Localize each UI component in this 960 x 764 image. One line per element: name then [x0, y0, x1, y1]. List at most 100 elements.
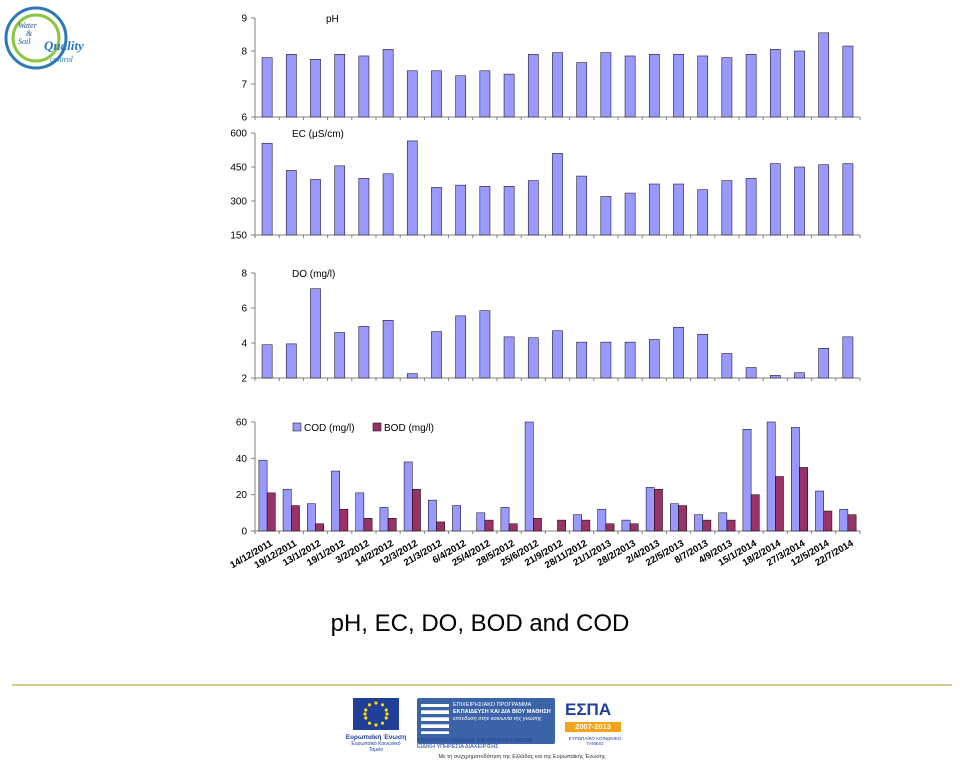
- bar-bod: [775, 476, 784, 532]
- bar-cod: [282, 488, 292, 532]
- eu-label: Ευρωπαϊκή Ένωση Ευρωπαϊκό Κοινωνικό Ταμε…: [345, 734, 407, 753]
- bar: [624, 55, 636, 118]
- bar: [794, 50, 805, 118]
- y-tick-label: 40: [236, 454, 248, 465]
- bar-cod: [307, 503, 316, 532]
- bar: [818, 348, 830, 379]
- bar-bod: [387, 518, 397, 532]
- bar: [431, 331, 442, 379]
- bar-bod: [436, 521, 445, 532]
- eu-flag-icon: [353, 698, 399, 730]
- bar: [310, 59, 321, 118]
- page-title: pH, EC, DO, BOD and COD: [330, 610, 630, 637]
- bar-cod: [403, 461, 413, 532]
- bar: [261, 344, 273, 379]
- bar: [552, 330, 563, 379]
- y-tick-label: 6: [241, 304, 247, 315]
- y-tick-label: 600: [230, 129, 247, 140]
- bar-bod: [339, 508, 349, 532]
- bar: [455, 184, 467, 236]
- bar-cod: [694, 514, 703, 532]
- y-tick-label: 8: [241, 269, 247, 280]
- svg-text:&: &: [26, 29, 33, 38]
- bar-bod: [363, 518, 373, 532]
- bar: [721, 180, 733, 236]
- bar-cod: [428, 499, 437, 532]
- bar: [624, 192, 636, 236]
- bar: [358, 326, 370, 379]
- bar: [334, 54, 346, 118]
- bar-cod: [379, 507, 389, 532]
- programme-line-1: ΕΠΙΧΕΙΡΗΣΙΑΚΟ ΠΡΟΓΡΑΜΜΑ: [453, 702, 532, 708]
- bar-cod: [258, 459, 268, 532]
- bar-bod: [702, 519, 712, 532]
- bar-cod: [766, 421, 776, 532]
- bar: [479, 70, 491, 118]
- bar-bod: [678, 505, 687, 532]
- bar: [600, 341, 612, 379]
- bar-bod: [291, 505, 300, 532]
- bar-bod: [557, 519, 566, 532]
- bar: [455, 315, 467, 379]
- bar: [648, 54, 660, 118]
- chart-title: pH: [326, 14, 339, 25]
- bar: [552, 153, 563, 236]
- eu-logo: Ευρωπαϊκή Ένωση Ευρωπαϊκό Κοινωνικό Ταμε…: [345, 694, 407, 753]
- greek-flag-icon: [421, 704, 449, 734]
- bar: [479, 186, 491, 236]
- bar: [600, 196, 612, 236]
- bar: [261, 142, 273, 236]
- y-tick-label: 4: [241, 339, 247, 350]
- bar: [794, 372, 805, 379]
- bar-bod: [799, 467, 808, 532]
- bar: [697, 334, 709, 379]
- espa-years: 2007-2013: [565, 722, 621, 732]
- bar: [794, 166, 805, 236]
- bar-cod: [718, 512, 728, 532]
- legend-label: COD (mg/l): [304, 423, 355, 434]
- bar: [285, 54, 297, 118]
- bar: [382, 49, 394, 118]
- y-tick-label: 7: [241, 80, 247, 91]
- y-tick-label: 300: [230, 197, 247, 208]
- bar-cod: [597, 508, 607, 532]
- bar-bod: [629, 523, 639, 532]
- bar-bod: [750, 494, 760, 532]
- bar: [503, 73, 515, 118]
- bar-bod: [412, 488, 421, 532]
- bar: [673, 327, 684, 379]
- bar: [285, 343, 297, 379]
- bar: [310, 179, 321, 236]
- bar: [769, 375, 781, 379]
- y-tick-label: 6: [241, 113, 247, 124]
- espa-sub: ΕΥΡΩΠΑΪΚΟ ΚΟΙΝΩΝΙΚΟ ΤΑΜΕΙΟ: [568, 736, 622, 746]
- bar-bod: [315, 523, 324, 532]
- bar: [261, 57, 273, 118]
- bar: [503, 336, 515, 379]
- bar-cod: [815, 490, 824, 532]
- bar: [527, 337, 539, 379]
- bar: [721, 353, 733, 379]
- bar: [721, 57, 733, 118]
- bar: [503, 186, 515, 236]
- bar: [745, 54, 757, 118]
- bar: [358, 178, 370, 236]
- bar: [334, 332, 346, 379]
- bar: [745, 367, 757, 379]
- bar: [479, 310, 491, 379]
- bar-cod: [791, 427, 800, 532]
- bar: [697, 55, 709, 118]
- svg-text:Quality: Quality: [44, 38, 84, 53]
- funding-logos: Ευρωπαϊκή Ένωση Ευρωπαϊκό Κοινωνικό Ταμε…: [345, 694, 635, 760]
- bar: [600, 52, 612, 118]
- programme-line-3: επένδυση στην κοινωνία της γνώσης: [453, 716, 542, 722]
- svg-text:control: control: [50, 55, 74, 64]
- bar-cod: [670, 503, 679, 532]
- bar-cod: [573, 514, 582, 532]
- bar: [673, 54, 684, 118]
- bar: [818, 164, 830, 236]
- chart-title: EC (μS/cm): [292, 129, 344, 140]
- bar: [842, 45, 854, 118]
- bar: [527, 180, 539, 236]
